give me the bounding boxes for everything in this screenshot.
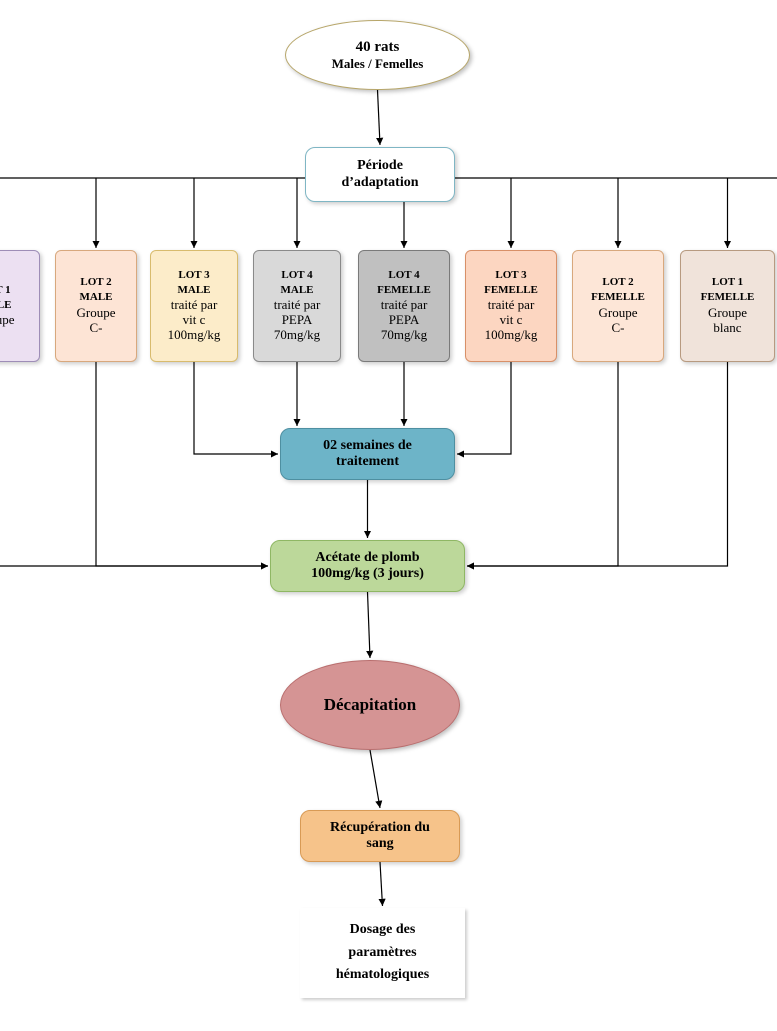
lot-body-line: traité par <box>274 298 321 313</box>
lot-subheading: MALE <box>178 284 211 297</box>
lot-body-line: PEPA <box>282 313 313 328</box>
recuperation-line2: sang <box>366 836 393 852</box>
treatment-line2: traitement <box>336 454 399 470</box>
recuperation-box: Récupération du sang <box>300 810 460 862</box>
lot-body-line: traité par <box>381 298 428 313</box>
lot-body-line: traité par <box>171 298 218 313</box>
lot-lot1f: LOT 1 FEMELLE Groupeblanc <box>680 250 775 362</box>
lot-body-line: 100mg/kg <box>485 328 538 343</box>
lot-subheading: MALE <box>0 299 12 312</box>
lot-lot4f: LOT 4 FEMELLEtraité parPEPA70mg/kg <box>358 250 450 362</box>
lot-lot3f: LOT 3 FEMELLEtraité parvit c100mg/kg <box>465 250 557 362</box>
lot-heading: LOT 3 <box>178 269 209 282</box>
lot-body-line: 70mg/kg <box>274 328 320 343</box>
lot-heading: LOT 3 <box>495 269 526 282</box>
lot-body-line: PEPA <box>389 313 420 328</box>
lot-body-line: blanc <box>713 321 741 336</box>
lot-subheading: MALE <box>80 291 113 304</box>
lot-lot2m: LOT 2 MALE GroupeC- <box>55 250 137 362</box>
start-title: 40 rats <box>356 39 400 56</box>
treatment-line1: 02 semaines de <box>323 438 412 454</box>
dosage-box: Dosage des paramètres hématologiques <box>300 908 465 998</box>
lot-subheading: MALE <box>281 284 314 297</box>
adaptation-line1: Période <box>357 158 403 174</box>
acetate-box: Acétate de plomb 100mg/kg (3 jours) <box>270 540 465 592</box>
acetate-line2: 100mg/kg (3 jours) <box>311 566 424 582</box>
adaptation-box: Période d’adaptation <box>305 147 455 202</box>
lot-body-line: Groupe <box>77 306 116 321</box>
lot-body-line: 100mg/kg <box>168 328 221 343</box>
lot-body-line: traité par <box>488 298 535 313</box>
start-ellipse: 40 rats Males / Femelles <box>285 20 470 90</box>
lot-lot3m: LOT 3 MALEtraité parvit c100mg/kg <box>150 250 238 362</box>
lot-body-line: Groupe <box>599 306 638 321</box>
recuperation-line1: Récupération du <box>330 820 430 836</box>
lot-lot1m: LOT 1 MALEGroupe <box>0 250 40 362</box>
dosage-line3: hématologiques <box>336 964 429 986</box>
lot-body-line: vit c <box>500 313 523 328</box>
lot-lot4m: LOT 4 MALEtraité parPEPA70mg/kg <box>253 250 341 362</box>
lot-body-line: Groupe <box>708 306 747 321</box>
treatment-box: 02 semaines de traitement <box>280 428 455 480</box>
lot-heading: LOT 4 <box>281 269 312 282</box>
lot-body-line: 70mg/kg <box>381 328 427 343</box>
lot-heading: LOT 4 <box>388 269 419 282</box>
lot-heading: LOT 2 <box>80 276 111 289</box>
lot-body-line: C- <box>90 321 103 336</box>
lot-subheading: FEMELLE <box>484 284 538 297</box>
acetate-line1: Acétate de plomb <box>315 550 419 566</box>
start-subtitle: Males / Femelles <box>332 56 424 72</box>
lot-body-line: vit c <box>183 313 206 328</box>
decapitation-label: Décapitation <box>324 695 417 715</box>
dosage-line2: paramètres <box>348 942 416 964</box>
lot-heading: LOT 1 <box>0 284 11 297</box>
lot-subheading: FEMELLE <box>701 291 755 304</box>
lot-body-line: Groupe <box>0 313 15 328</box>
lot-heading: LOT 1 <box>712 276 743 289</box>
lot-body-line: C- <box>612 321 625 336</box>
lot-heading: LOT 2 <box>602 276 633 289</box>
adaptation-line2: d’adaptation <box>341 175 418 191</box>
lot-subheading: FEMELLE <box>591 291 645 304</box>
decapitation-ellipse: Décapitation <box>280 660 460 750</box>
dosage-line1: Dosage des <box>350 919 416 941</box>
lot-subheading: FEMELLE <box>377 284 431 297</box>
lot-lot2f: LOT 2 FEMELLE GroupeC- <box>572 250 664 362</box>
